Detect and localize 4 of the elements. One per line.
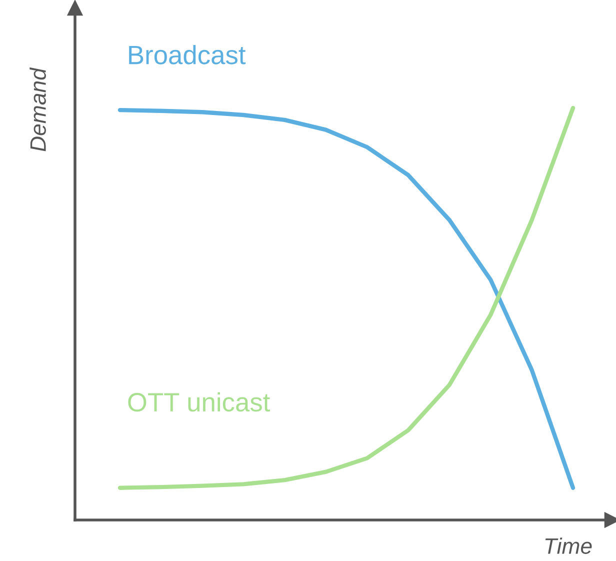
text: OTT unicast	[128, 392, 270, 412]
series-label: Broadcast	[129, 44, 246, 64]
x-axis-title: Time	[545, 538, 592, 554]
y-axis-title: Demand	[30, 67, 46, 152]
